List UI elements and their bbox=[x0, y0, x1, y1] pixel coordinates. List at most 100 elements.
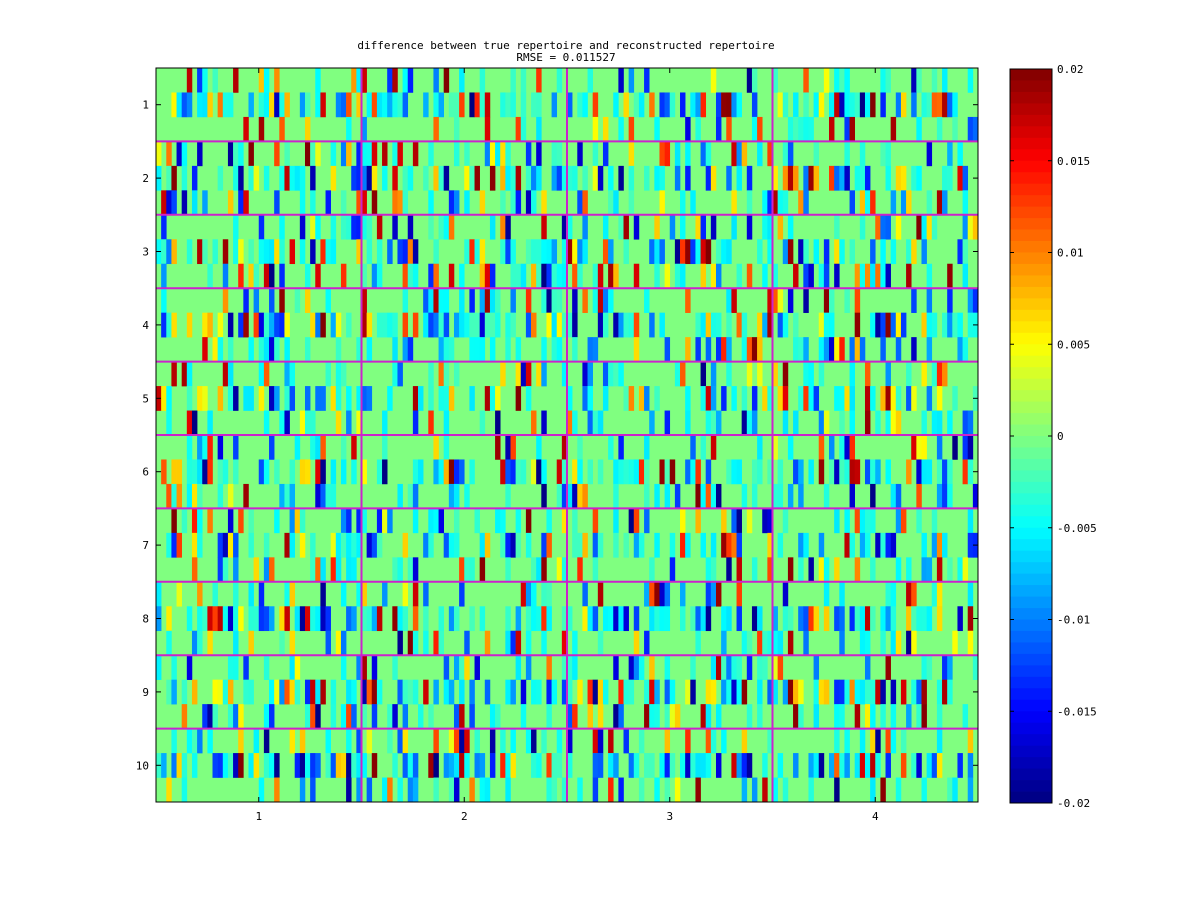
heatmap-cell bbox=[885, 214, 891, 240]
heatmap-cell bbox=[818, 361, 825, 387]
heatmap-cell bbox=[243, 288, 249, 313]
heatmap-cell bbox=[217, 165, 224, 191]
heatmap-cell bbox=[238, 704, 244, 729]
heatmap-cell bbox=[618, 606, 624, 632]
heatmap-cell bbox=[392, 68, 398, 93]
heatmap-cell bbox=[659, 312, 665, 338]
heatmap-cell bbox=[335, 557, 342, 583]
heatmap-cell bbox=[279, 679, 285, 705]
heatmap-cell bbox=[222, 239, 229, 265]
heatmap-cell bbox=[299, 753, 306, 778]
heatmap-cell bbox=[967, 753, 974, 778]
heatmap-cell bbox=[556, 483, 563, 509]
heatmap-cell bbox=[479, 410, 486, 436]
heatmap-cell bbox=[392, 92, 398, 118]
heatmap-cell bbox=[412, 508, 419, 534]
heatmap-cell bbox=[438, 288, 444, 313]
heatmap-cell bbox=[726, 92, 732, 118]
heatmap-cell bbox=[859, 606, 866, 632]
heatmap-cell bbox=[289, 630, 296, 656]
heatmap-cell bbox=[186, 92, 193, 118]
heatmap-cell bbox=[952, 435, 958, 460]
heatmap-cell bbox=[479, 263, 486, 289]
heatmap-cell bbox=[644, 483, 650, 509]
heatmap-cell bbox=[186, 728, 193, 754]
heatmap-cell bbox=[695, 312, 701, 338]
heatmap-cell bbox=[957, 239, 963, 265]
heatmap-cell bbox=[243, 190, 249, 216]
heatmap-cell bbox=[710, 679, 717, 705]
heatmap-cell bbox=[495, 288, 501, 313]
heatmap-cell bbox=[407, 263, 414, 289]
heatmap-cell bbox=[335, 92, 342, 118]
heatmap-cell bbox=[551, 165, 558, 191]
colorbar-swatch bbox=[1010, 447, 1052, 460]
heatmap-cell bbox=[726, 459, 732, 485]
heatmap-cell bbox=[561, 459, 568, 485]
heatmap-cell bbox=[890, 386, 897, 411]
heatmap-cell bbox=[895, 410, 902, 436]
heatmap-cell bbox=[957, 753, 963, 778]
heatmap-cell bbox=[942, 68, 948, 93]
heatmap-cell bbox=[772, 190, 778, 216]
heatmap-cell bbox=[479, 190, 486, 216]
colorbar-swatch bbox=[1010, 298, 1052, 311]
heatmap-cell bbox=[736, 263, 742, 289]
heatmap-cell bbox=[376, 459, 383, 485]
heatmap-cell bbox=[854, 337, 861, 362]
heatmap-cell bbox=[803, 606, 809, 632]
heatmap-cell bbox=[962, 435, 969, 460]
heatmap-cell bbox=[263, 239, 270, 265]
heatmap-cell bbox=[325, 728, 331, 754]
heatmap-cell bbox=[772, 361, 778, 387]
heatmap-cell bbox=[402, 728, 409, 754]
heatmap-cell bbox=[310, 753, 316, 778]
heatmap-cell bbox=[839, 435, 845, 460]
heatmap-cell bbox=[412, 239, 419, 265]
heatmap-cell bbox=[227, 679, 234, 705]
heatmap-cell bbox=[757, 704, 763, 729]
heatmap-cell bbox=[561, 508, 568, 534]
heatmap-cell bbox=[936, 728, 943, 754]
heatmap-cell bbox=[849, 606, 855, 632]
heatmap-cell bbox=[885, 459, 891, 485]
heatmap-cell bbox=[592, 410, 599, 436]
heatmap-cell bbox=[664, 459, 671, 485]
heatmap-cell bbox=[602, 361, 609, 387]
heatmap-cell bbox=[387, 386, 393, 411]
heatmap-cell bbox=[346, 679, 352, 705]
heatmap-cell bbox=[726, 557, 732, 583]
colorbar-swatch bbox=[1010, 413, 1052, 425]
heatmap-cell bbox=[366, 214, 373, 240]
heatmap-cell bbox=[495, 312, 501, 338]
heatmap-cell bbox=[304, 410, 311, 436]
heatmap-cell bbox=[464, 728, 470, 754]
heatmap-cell bbox=[330, 141, 337, 167]
heatmap-cell bbox=[546, 655, 552, 680]
heatmap-cell bbox=[515, 386, 522, 411]
heatmap-cell bbox=[654, 532, 660, 558]
heatmap-cell bbox=[433, 92, 439, 118]
heatmap-cell bbox=[829, 337, 835, 362]
heatmap-cell bbox=[870, 459, 876, 485]
heatmap-cell bbox=[721, 92, 727, 118]
heatmap-cell bbox=[515, 263, 522, 289]
heatmap-cell bbox=[453, 459, 460, 485]
heatmap-cell bbox=[556, 141, 563, 167]
heatmap-cell bbox=[602, 141, 609, 167]
heatmap-cell bbox=[587, 337, 593, 362]
heatmap-cell bbox=[597, 753, 604, 778]
heatmap-cell bbox=[258, 361, 265, 387]
heatmap-cell bbox=[926, 386, 933, 411]
heatmap-cell bbox=[715, 239, 722, 265]
heatmap-cell bbox=[505, 753, 511, 778]
heatmap-cell bbox=[787, 606, 794, 632]
heatmap-cell bbox=[936, 459, 943, 485]
heatmap-cell bbox=[664, 777, 671, 803]
heatmap-cell bbox=[423, 679, 429, 705]
heatmap-cell bbox=[258, 312, 265, 338]
heatmap-cell bbox=[834, 263, 840, 289]
heatmap-cell bbox=[916, 165, 922, 191]
heatmap-cell bbox=[423, 92, 429, 118]
heatmap-cell bbox=[849, 532, 855, 558]
